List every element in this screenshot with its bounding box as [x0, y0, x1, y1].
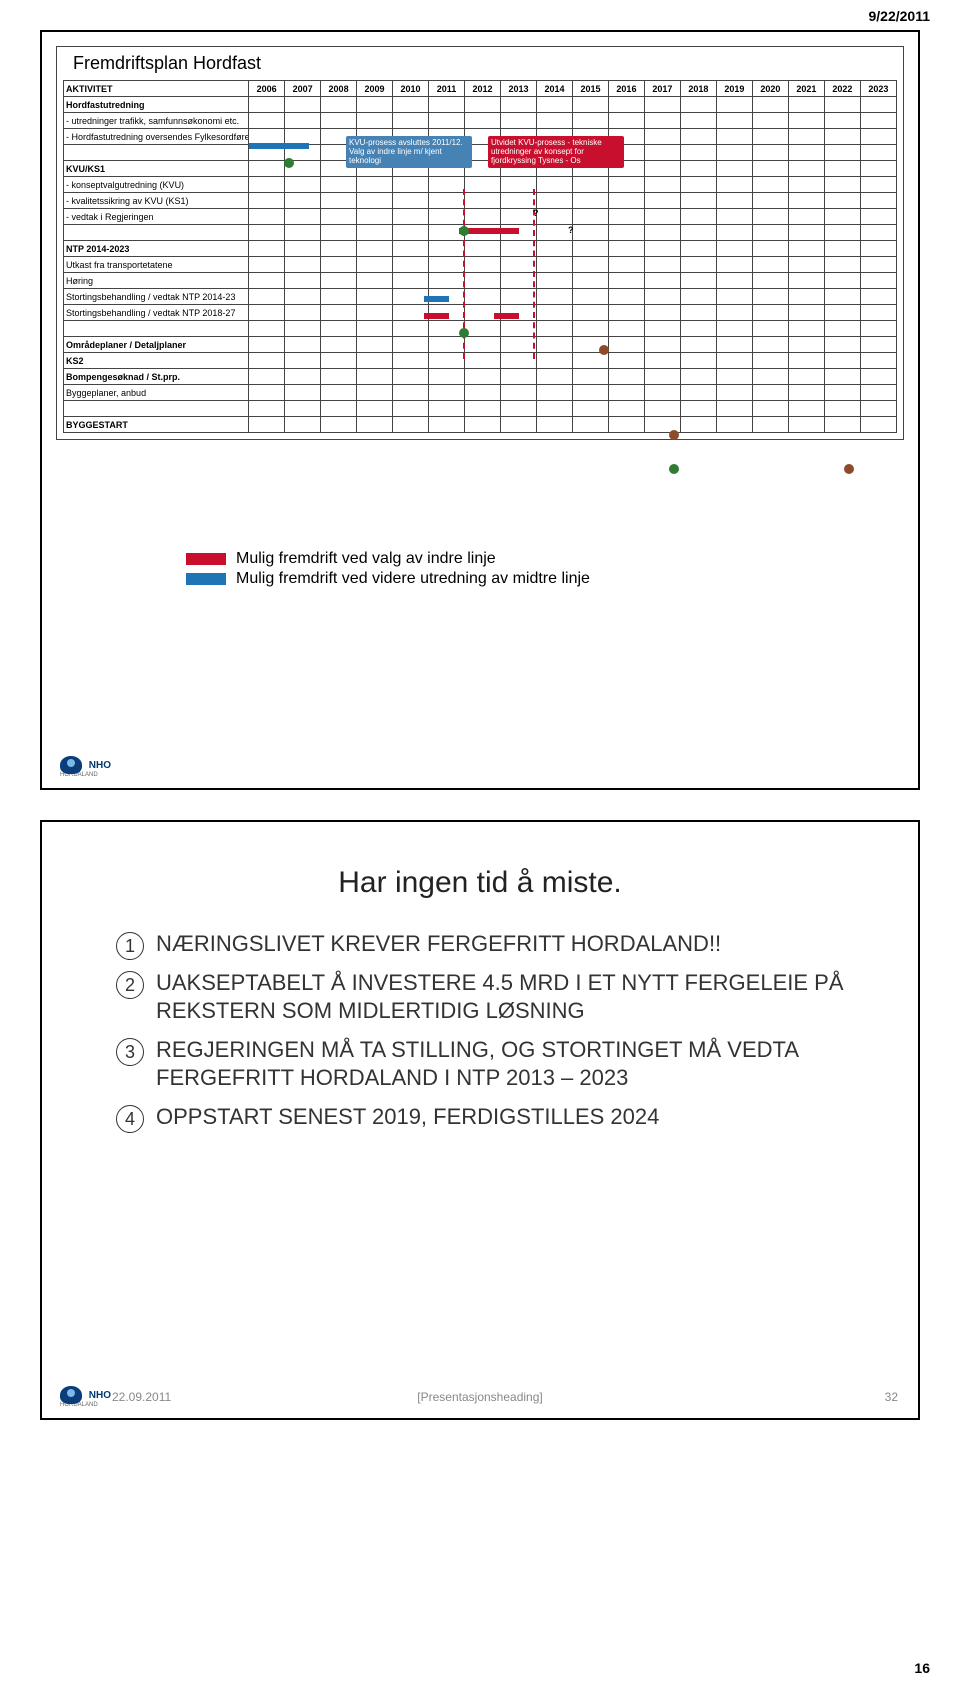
year-2012: 2012 — [465, 81, 501, 97]
legend-red-label: Mulig fremdrift ved valg av indre linje — [236, 550, 496, 568]
row-label: - Hordfastutredning oversendes Fylkesord… — [64, 129, 249, 145]
row-label: Utkast fra transportetatene — [64, 257, 249, 273]
legend-red: Mulig fremdrift ved valg av indre linje — [186, 550, 904, 568]
year-2010: 2010 — [393, 81, 429, 97]
slide-gantt: Fremdriftsplan Hordfast AKTIVITET2006200… — [40, 30, 920, 790]
slide1-title: Fremdriftsplan Hordfast — [73, 53, 897, 74]
row-label: KVU/KS1 — [64, 161, 249, 177]
row-label — [64, 145, 249, 161]
row-label — [64, 225, 249, 241]
row-label: Stortingsbehandling / vedtak NTP 2014-23 — [64, 289, 249, 305]
slide-points: Har ingen tid å miste. NÆRINGSLIVET KREV… — [40, 820, 920, 1420]
year-2016: 2016 — [608, 81, 644, 97]
legend: Mulig fremdrift ved valg av indre linje … — [186, 550, 904, 588]
row-label — [64, 321, 249, 337]
page-number: 16 — [914, 1660, 930, 1676]
slide2-title: Har ingen tid å miste. — [56, 866, 904, 900]
footer-num: 32 — [885, 1390, 898, 1404]
row-label: - kvalitetssikring av KVU (KS1) — [64, 193, 249, 209]
year-2021: 2021 — [788, 81, 824, 97]
row-label: KS2 — [64, 353, 249, 369]
nho-logo: NHO HORDALAND — [60, 756, 111, 778]
nho-logo-text-2: NHO — [89, 1390, 111, 1401]
row-label: Høring — [64, 273, 249, 289]
row-label: - utredninger trafikk, samfunnsøkonomi e… — [64, 113, 249, 129]
legend-swatch-blue — [186, 573, 226, 585]
row-label: BYGGESTART — [64, 417, 249, 433]
milestone-dot — [844, 464, 854, 474]
year-2019: 2019 — [716, 81, 752, 97]
legend-swatch-red — [186, 553, 226, 565]
year-2015: 2015 — [572, 81, 608, 97]
row-label: Byggeplaner, anbud — [64, 385, 249, 401]
milestone-dot — [669, 464, 679, 474]
year-2011: 2011 — [429, 81, 465, 97]
year-2006: 2006 — [249, 81, 285, 97]
row-label: Stortingsbehandling / vedtak NTP 2018-27 — [64, 305, 249, 321]
year-2008: 2008 — [321, 81, 357, 97]
header-label: AKTIVITET — [64, 81, 249, 97]
point-item: UAKSEPTABELT Å INVESTERE 4.5 MRD I ET NY… — [116, 969, 874, 1026]
page-date: 9/22/2011 — [868, 8, 930, 24]
year-2020: 2020 — [752, 81, 788, 97]
row-label: Områdeplaner / Detaljplaner — [64, 337, 249, 353]
row-label: - konseptvalgutredning (KVU) — [64, 177, 249, 193]
legend-blue: Mulig fremdrift ved videre utredning av … — [186, 570, 904, 588]
year-2007: 2007 — [285, 81, 321, 97]
year-2022: 2022 — [824, 81, 860, 97]
year-2009: 2009 — [357, 81, 393, 97]
row-label: - vedtak i Regjeringen — [64, 209, 249, 225]
footer-date: 22.09.2011 — [112, 1390, 171, 1404]
year-2018: 2018 — [680, 81, 716, 97]
points-list: NÆRINGSLIVET KREVER FERGEFRITT HORDALAND… — [56, 930, 904, 1132]
point-item: OPPSTART SENEST 2019, FERDIGSTILLES 2024 — [116, 1103, 874, 1132]
year-2017: 2017 — [644, 81, 680, 97]
year-2014: 2014 — [536, 81, 572, 97]
year-2013: 2013 — [501, 81, 537, 97]
row-label: Bompengesøknad / St.prp. — [64, 369, 249, 385]
nho-logo-icon-2 — [60, 1386, 82, 1404]
gantt-panel: Fremdriftsplan Hordfast AKTIVITET2006200… — [56, 46, 904, 440]
row-label: NTP 2014-2023 — [64, 241, 249, 257]
nho-logo-text: NHO — [89, 760, 111, 771]
footer-center: [Presentasjonsheading] — [417, 1390, 542, 1404]
nho-logo-icon — [60, 756, 82, 774]
gantt-chart: AKTIVITET2006200720082009201020112012201… — [63, 80, 897, 433]
year-2023: 2023 — [860, 81, 896, 97]
row-label — [64, 401, 249, 417]
point-item: REGJERINGEN MÅ TA STILLING, OG STORTINGE… — [116, 1036, 874, 1093]
point-item: NÆRINGSLIVET KREVER FERGEFRITT HORDALAND… — [116, 930, 874, 959]
nho-logo-2: NHO HORDALAND — [60, 1386, 111, 1408]
row-label: Hordfastutredning — [64, 97, 249, 113]
legend-blue-label: Mulig fremdrift ved videre utredning av … — [236, 570, 590, 588]
